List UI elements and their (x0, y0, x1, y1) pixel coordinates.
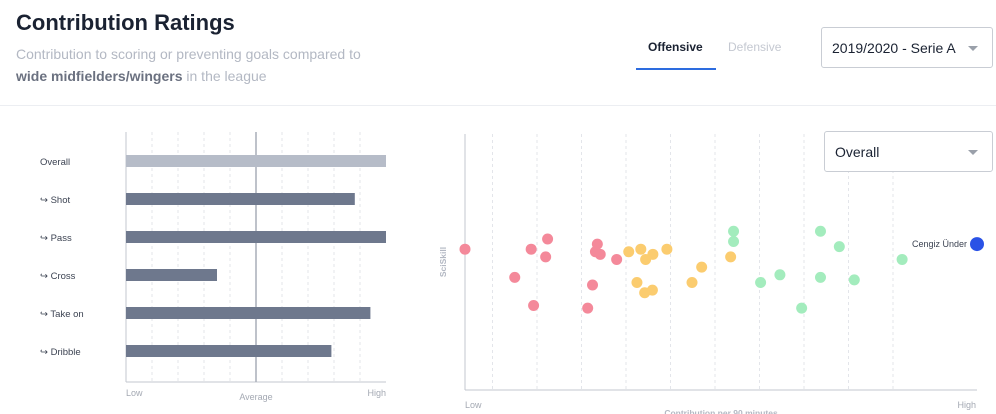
scatter-point[interactable] (814, 225, 826, 237)
page-header: Contribution Ratings Contribution to sco… (0, 0, 996, 106)
subtitle-text: Contribution to scoring or preventing go… (16, 46, 361, 62)
tab-defensive[interactable]: Defensive (728, 40, 782, 54)
scatter-point[interactable] (591, 238, 603, 250)
scatter-point[interactable] (796, 302, 808, 314)
contribution-bar-chart: Overall ↪ Shot ↪ Pass ↪ Cross ↪ Take on ↪ Dri… (40, 132, 386, 402)
bar-category-label: ↪ Dribble (40, 347, 81, 358)
bar (126, 231, 386, 243)
bar (126, 269, 217, 281)
bar (126, 345, 332, 357)
scatter-point[interactable] (540, 251, 552, 263)
contribution-scatter-plot: Cengiz Ünder Low High Contribution per 90 m… (438, 134, 984, 414)
scatter-point[interactable] (814, 271, 826, 283)
scatter-point[interactable] (848, 274, 860, 286)
scatter-point[interactable] (631, 276, 643, 288)
bar-tick-label: Low (126, 388, 143, 398)
scatter-point[interactable] (728, 225, 740, 237)
bar (126, 193, 355, 205)
scatter-point[interactable] (755, 276, 767, 288)
highlighted-player-label: Cengiz Ünder (912, 239, 967, 249)
scatter-point[interactable] (459, 243, 471, 255)
scatter-point[interactable] (647, 248, 659, 260)
scatter-point[interactable] (528, 300, 540, 312)
bar-chart-grid (125, 132, 386, 383)
active-tab-indicator (636, 68, 716, 70)
bar-category-label: Overall (40, 157, 70, 168)
chevron-down-icon (968, 46, 978, 51)
scatter-point[interactable] (635, 243, 647, 255)
highlighted-player-point[interactable] (970, 237, 984, 252)
tab-offensive[interactable]: Offensive (648, 40, 703, 54)
scatter-x-axis-label: Contribution per 90 minutes (664, 408, 778, 414)
scatter-point[interactable] (833, 241, 845, 253)
scatter-tick-label: High (957, 400, 976, 410)
scatter-point[interactable] (582, 302, 594, 314)
scatter-grid (464, 134, 977, 391)
bar-category-label: ↪ Pass (40, 233, 72, 244)
scatter-point[interactable] (594, 248, 606, 260)
scatter-point[interactable] (542, 233, 554, 245)
scatter-point[interactable] (896, 253, 908, 265)
scatter-point[interactable] (587, 279, 599, 291)
bar-chart-ticks: Low Average High (126, 388, 386, 402)
scatter-point[interactable] (525, 243, 537, 255)
page-subtitle: Contribution to scoring or preventing go… (16, 43, 406, 87)
page-title: Contribution Ratings (16, 10, 235, 35)
bar-chart-rows: Overall ↪ Shot ↪ Pass ↪ Cross ↪ Take on ↪ Dri… (40, 155, 386, 358)
bar-category-label: ↪ Take on (40, 309, 84, 320)
scatter-points (459, 225, 984, 314)
view-select[interactable]: Overall (824, 131, 993, 172)
scatter-point[interactable] (661, 243, 673, 255)
subtitle-text-end: in the league (182, 68, 267, 84)
scatter-labels: Cengiz Ünder Low High Contribution per 90 m… (438, 239, 976, 414)
bar (126, 155, 386, 167)
bar-tick-label: High (367, 388, 386, 398)
bar-category-label: ↪ Cross (40, 271, 76, 282)
scatter-point[interactable] (774, 269, 786, 281)
scatter-point[interactable] (686, 276, 698, 288)
bar (126, 307, 371, 319)
bar-category-label: ↪ Shot (40, 195, 71, 206)
scatter-y-axis-label: SciSkill (438, 247, 448, 277)
scatter-point[interactable] (646, 284, 658, 296)
scatter-point[interactable] (696, 261, 708, 273)
scatter-point[interactable] (509, 271, 521, 283)
chevron-down-icon (968, 150, 978, 155)
subtitle-position: wide midfielders/wingers (16, 68, 183, 84)
season-select-value: 2019/2020 - Serie A (832, 40, 956, 56)
season-select[interactable]: 2019/2020 - Serie A (821, 27, 993, 68)
view-select-value: Overall (835, 144, 880, 160)
scatter-point[interactable] (611, 253, 623, 265)
scatter-point[interactable] (725, 251, 737, 263)
bar-tick-label: Average (239, 392, 272, 402)
scatter-tick-label: Low (465, 400, 482, 410)
scatter-point[interactable] (728, 236, 740, 248)
scatter-point[interactable] (623, 246, 635, 258)
